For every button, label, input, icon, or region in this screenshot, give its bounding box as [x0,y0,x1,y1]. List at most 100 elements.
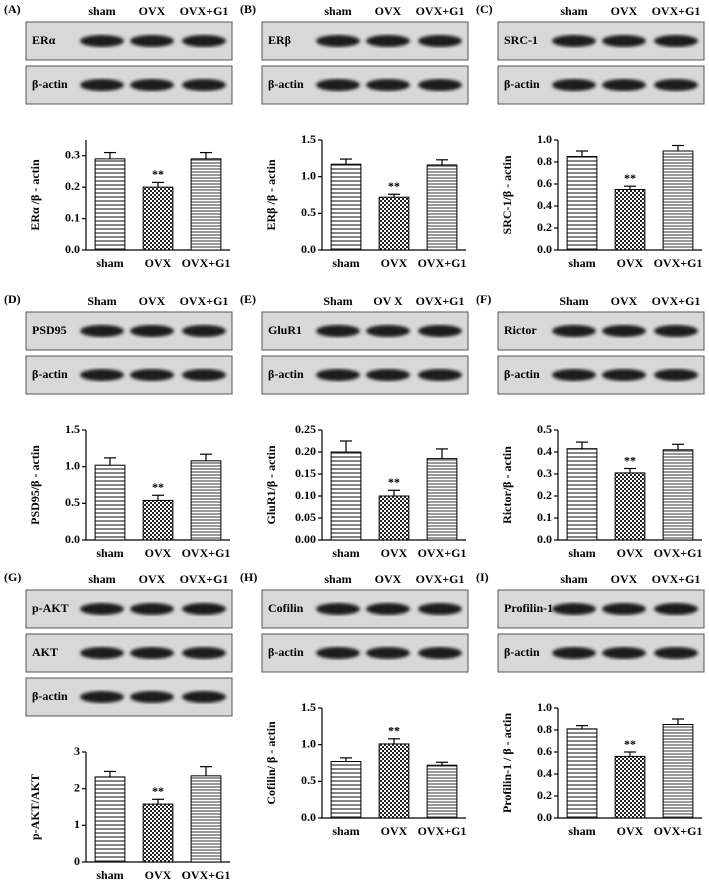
x-tick-label: sham [568,256,595,270]
lane-label: OVX+G1 [416,4,465,18]
bar [378,743,410,819]
blot-band [418,369,462,381]
y-tick-label: 0.25 [295,422,316,436]
x-tick-label: OVX+G1 [418,824,467,838]
x-tick-label: sham [568,824,595,838]
lane-label: sham [560,572,587,586]
y-tick-label: 0 [74,854,80,868]
y-tick-label: 0.0 [65,242,80,256]
y-tick-label: 0.5 [301,773,316,787]
blot-label: GluR1 [268,323,302,337]
y-axis-label: Rictor/β - actin [500,446,514,524]
y-axis-label: GluR1/β - actin [264,445,278,524]
y-axis-label: PSD95/β - actin [28,445,42,525]
y-tick-label: 0.4 [537,444,552,458]
x-tick-label: sham [332,824,359,838]
y-tick-label: 0.15 [295,466,316,480]
bar [94,464,126,541]
y-tick-label: 0.05 [295,510,316,524]
panel-label: (A) [4,2,21,16]
y-tick-label: 1.0 [301,168,316,182]
blot-band [602,35,646,47]
blot-band [366,79,410,91]
blot-label: ERβ [268,33,291,47]
blot-label: PSD95 [32,323,67,337]
x-tick-label: OVX+G1 [654,546,703,560]
blot-band [182,35,226,47]
y-tick-label: 1 [74,817,80,831]
blot-band [366,603,410,615]
y-tick-label: 0.1 [537,510,552,524]
blot-label: Profilin-1 [504,601,553,615]
x-tick-label: OVX+G1 [182,256,231,270]
lane-label: OVX [139,572,166,586]
blot-band [552,79,596,91]
blot-band [182,603,226,615]
blot-band [654,79,698,91]
x-tick-label: sham [96,546,123,560]
y-tick-label: 0.6 [537,176,552,190]
blot-band [654,603,698,615]
lane-label: OVX+G1 [180,572,229,586]
lane-label: OVX [611,294,638,308]
x-tick-label: OVX [145,256,172,270]
bar [662,449,694,541]
y-tick-label: 0.00 [295,532,316,546]
panel-label: (E) [240,292,256,306]
bar [190,460,222,541]
blot-band [602,647,646,659]
blot-label: AKT [32,645,58,659]
blot-band [552,647,596,659]
bar [378,196,410,251]
significance: ** [388,179,400,193]
lane-label: OVX [139,294,166,308]
lane-label: OVX+G1 [652,572,701,586]
x-tick-label: sham [96,868,123,882]
blot-band [182,691,226,703]
blot-label: β-actin [268,367,304,381]
lane-label: OVX [611,4,638,18]
blot-label: β-actin [268,77,304,91]
blot-band [130,35,174,47]
x-tick-label: OVX [381,824,408,838]
y-tick-label: 0.2 [537,220,552,234]
lane-label: OVX+G1 [652,294,701,308]
blot-band [316,647,360,659]
x-tick-label: sham [568,546,595,560]
blot-band [316,79,360,91]
blot-band [366,647,410,659]
panel-label: (F) [476,292,491,306]
bar [566,448,598,541]
blot-band [316,325,360,337]
y-tick-label: 0.4 [537,198,552,212]
blot-band [80,603,124,615]
y-tick-label: 0.2 [65,179,80,193]
y-tick-label: 0.5 [537,422,552,436]
lane-label: OVX+G1 [180,294,229,308]
blot-band [316,603,360,615]
lane-label: OVX+G1 [652,4,701,18]
blot-label: p-AKT [32,601,69,615]
x-tick-label: OVX+G1 [654,256,703,270]
lane-label: Sham [323,294,352,308]
bar [426,764,458,819]
blot-band [418,35,462,47]
blot-band [130,325,174,337]
y-tick-label: 1.5 [65,422,80,436]
lane-label: OVX+G1 [416,572,465,586]
significance: ** [388,724,400,738]
significance: ** [152,480,164,494]
y-axis-label: ERβ /β - actin [264,159,278,230]
blot-band [418,325,462,337]
lane-label: OVX [139,4,166,18]
y-tick-label: 0.10 [295,488,316,502]
x-tick-label: OVX [145,868,172,882]
bar [566,728,598,819]
lane-label: sham [88,572,115,586]
lane-label: Sham [559,294,588,308]
lane-label: sham [324,4,351,18]
blot-label: Cofilin [268,601,304,615]
bar [190,158,222,251]
bar [330,163,362,251]
